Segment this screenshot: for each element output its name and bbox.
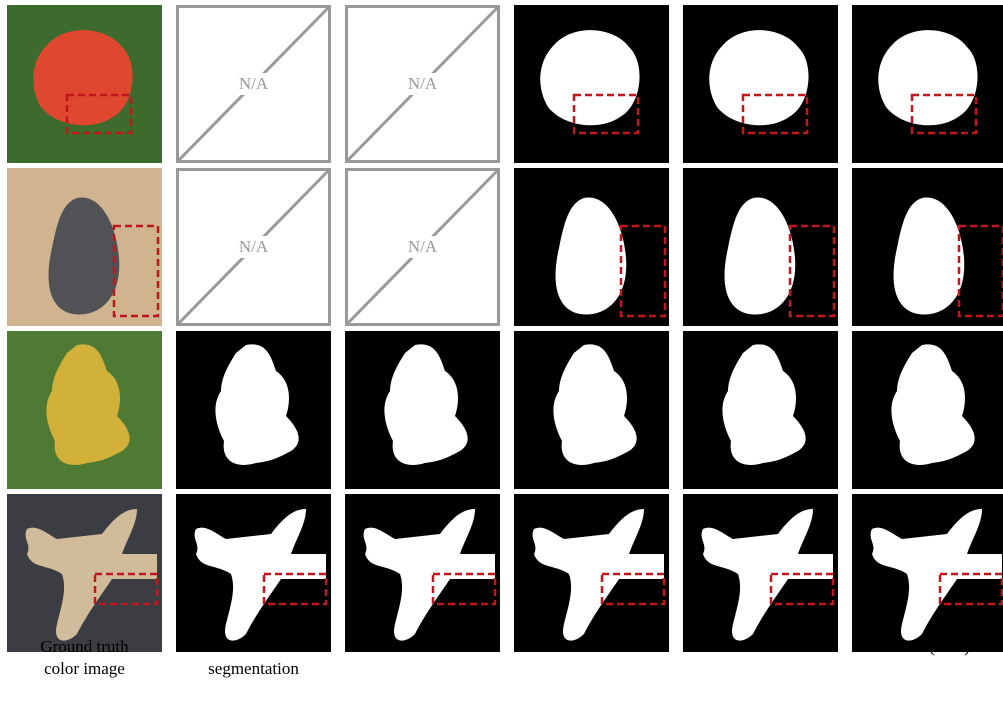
cell [852,5,1003,163]
mask-object [540,30,639,125]
cell [7,5,162,163]
cell [683,494,838,652]
cell: N/A [347,7,499,162]
column-label: ReDO [739,637,782,656]
column-label: Ground truth [209,637,298,656]
cell: N/A [347,170,499,325]
cell [514,331,669,489]
cell [7,494,162,652]
mask-object [709,30,808,125]
cell [683,331,838,489]
placeholder-label: N/A [408,237,438,256]
cell: N/A [178,7,330,162]
cell [176,331,331,489]
cell [345,331,500,489]
cell [345,494,500,652]
column-label: segmentation [208,659,299,678]
mask-object [878,30,977,125]
placeholder-label: N/A [239,74,269,93]
cell [852,494,1003,652]
cell [7,168,162,326]
placeholder-label: N/A [239,237,269,256]
cell [514,5,669,163]
figure: N/A N/A N/A N/A Ground truth color image Groun… [0,0,1003,706]
cell [176,494,331,652]
column-label: IEM [576,637,607,656]
cell: N/A [178,170,330,325]
cell [7,331,162,489]
photo-object [33,30,132,125]
cell [852,331,1003,489]
column-label: Ground truth [40,637,129,656]
placeholder-label: N/A [408,74,438,93]
cell [683,5,838,163]
cell [514,168,669,326]
cell [514,494,669,652]
column-label: color image [44,659,125,678]
cell [852,168,1003,326]
column-label: SIRF (ours) [889,637,970,656]
column-label: SemanticNeRF [371,637,475,656]
cell [683,168,838,326]
